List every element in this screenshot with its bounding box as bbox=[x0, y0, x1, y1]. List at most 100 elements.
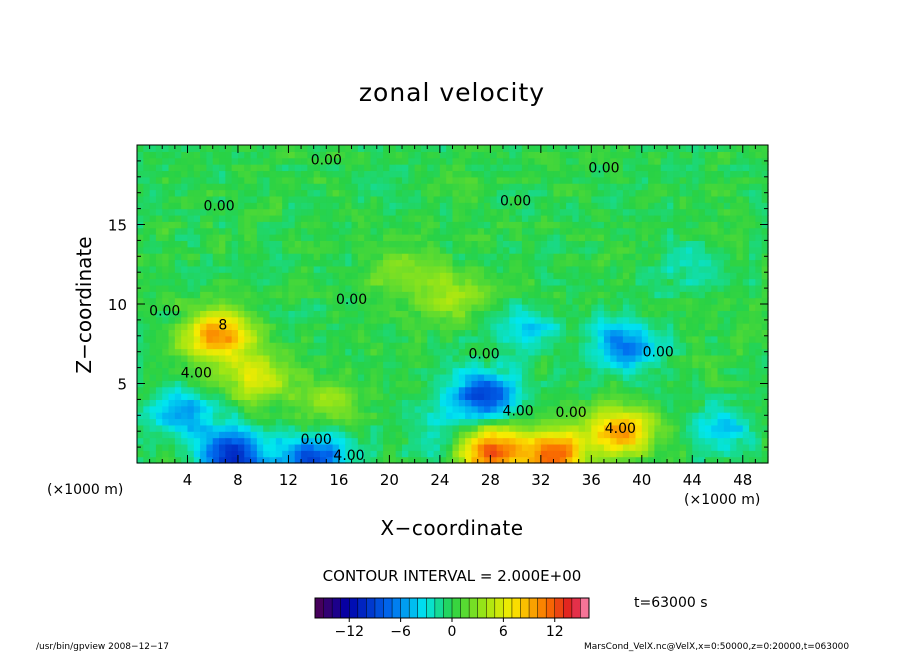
heatmap-cell bbox=[345, 157, 353, 165]
heatmap-cell bbox=[553, 176, 561, 184]
heatmap-cell bbox=[648, 265, 656, 273]
heatmap-cell bbox=[572, 329, 580, 337]
heatmap-cell bbox=[206, 323, 214, 331]
heatmap-cell bbox=[553, 145, 561, 152]
heatmap-cell bbox=[490, 240, 498, 248]
heatmap-cell bbox=[206, 234, 214, 241]
heatmap-cell bbox=[446, 437, 454, 445]
heatmap-cell bbox=[465, 316, 473, 324]
heatmap-cell bbox=[155, 214, 163, 222]
heatmap-cell bbox=[648, 227, 656, 235]
heatmap-cell bbox=[427, 227, 435, 235]
heatmap-cell bbox=[521, 151, 529, 159]
heatmap-cell bbox=[610, 450, 618, 458]
heatmap-cell bbox=[200, 240, 208, 248]
heatmap-cell bbox=[458, 405, 466, 413]
heatmap-cell bbox=[263, 246, 271, 254]
heatmap-cell bbox=[219, 405, 226, 413]
heatmap-cell bbox=[351, 221, 359, 229]
heatmap-cell bbox=[540, 437, 548, 445]
heatmap-cell bbox=[155, 208, 163, 216]
heatmap-cell bbox=[364, 386, 372, 394]
heatmap-cell bbox=[730, 380, 738, 388]
heatmap-cell bbox=[250, 297, 258, 305]
heatmap-cell bbox=[408, 367, 416, 375]
heatmap-cell bbox=[641, 195, 649, 203]
heatmap-cell bbox=[749, 259, 756, 267]
heatmap-cell bbox=[225, 284, 233, 292]
heatmap-cell bbox=[231, 221, 239, 229]
heatmap-cell bbox=[237, 157, 245, 165]
heatmap-cell bbox=[458, 195, 466, 203]
heatmap-cell bbox=[237, 361, 245, 369]
heatmap-cell bbox=[395, 424, 403, 432]
heatmap-cell bbox=[402, 456, 409, 464]
heatmap-cell bbox=[509, 151, 517, 159]
heatmap-cell bbox=[667, 183, 674, 191]
heatmap-cell bbox=[490, 234, 498, 241]
heatmap-cell bbox=[471, 297, 479, 305]
heatmap-cell bbox=[692, 183, 700, 191]
heatmap-cell bbox=[736, 348, 744, 356]
heatmap-cell bbox=[484, 367, 491, 375]
heatmap-cell bbox=[660, 323, 668, 331]
heatmap-cell bbox=[319, 202, 327, 210]
heatmap-cell bbox=[610, 335, 618, 343]
heatmap-cell bbox=[206, 310, 214, 318]
heatmap-cell bbox=[402, 304, 409, 311]
heatmap-cell bbox=[502, 329, 510, 337]
heatmap-cell bbox=[351, 176, 359, 184]
heatmap-cell bbox=[143, 195, 151, 203]
heatmap-cell bbox=[484, 335, 491, 343]
heatmap-cell bbox=[250, 437, 258, 445]
heatmap-cell bbox=[667, 202, 674, 210]
heatmap-cell bbox=[408, 386, 416, 394]
heatmap-cell bbox=[370, 418, 378, 426]
heatmap-cell bbox=[439, 418, 447, 426]
heatmap-cell bbox=[578, 380, 586, 388]
heatmap-cell bbox=[648, 170, 656, 178]
heatmap-cell bbox=[446, 431, 454, 439]
heatmap-cell bbox=[471, 157, 479, 165]
heatmap-cell bbox=[263, 297, 271, 305]
heatmap-cell bbox=[660, 265, 668, 273]
heatmap-cell bbox=[597, 234, 605, 241]
heatmap-cell bbox=[528, 424, 536, 432]
heatmap-cell bbox=[484, 329, 491, 337]
heatmap-cell bbox=[723, 310, 731, 318]
heatmap-cell bbox=[622, 195, 630, 203]
heatmap-cell bbox=[730, 329, 738, 337]
heatmap-cell bbox=[288, 253, 296, 261]
heatmap-cell bbox=[389, 354, 397, 362]
heatmap-cell bbox=[414, 284, 422, 292]
heatmap-cell bbox=[168, 265, 176, 273]
heatmap-cell bbox=[269, 202, 277, 210]
heatmap-cell bbox=[395, 176, 403, 184]
heatmap-cell bbox=[420, 348, 428, 356]
heatmap-cell bbox=[572, 310, 580, 318]
heatmap-cell bbox=[635, 412, 643, 420]
heatmap-cell bbox=[288, 380, 296, 388]
heatmap-cell bbox=[622, 386, 630, 394]
heatmap-cell bbox=[654, 393, 662, 400]
heatmap-cell bbox=[685, 195, 693, 203]
heatmap-cell bbox=[427, 329, 435, 337]
heatmap-cell bbox=[667, 431, 674, 439]
heatmap-cell bbox=[231, 278, 239, 286]
heatmap-cell bbox=[439, 456, 447, 464]
heatmap-cell bbox=[471, 361, 479, 369]
heatmap-cell bbox=[357, 297, 365, 305]
heatmap-cell bbox=[471, 278, 479, 286]
heatmap-cell bbox=[181, 176, 189, 184]
heatmap-cell bbox=[427, 348, 435, 356]
heatmap-cell bbox=[490, 399, 498, 407]
heatmap-cell bbox=[275, 431, 283, 439]
heatmap-cell bbox=[616, 240, 624, 248]
heatmap-cell bbox=[275, 157, 283, 165]
heatmap-cell bbox=[547, 151, 555, 159]
heatmap-cell bbox=[458, 265, 466, 273]
heatmap-cell bbox=[433, 323, 441, 331]
heatmap-cell bbox=[484, 214, 491, 222]
heatmap-cell bbox=[408, 361, 416, 369]
heatmap-cell bbox=[566, 265, 573, 273]
